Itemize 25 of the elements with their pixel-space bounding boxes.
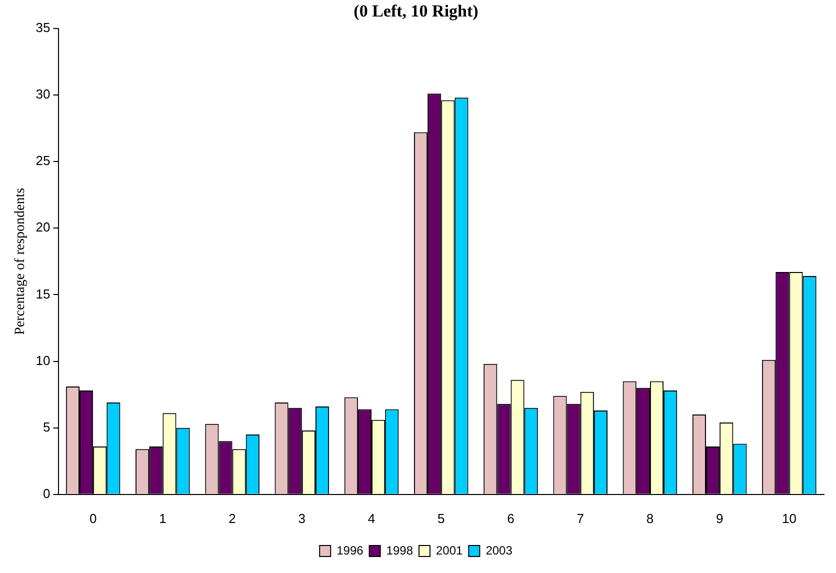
legend-label: 1996 bbox=[336, 543, 364, 558]
x-tick-label: 9 bbox=[716, 510, 724, 526]
y-tick-label: 30 bbox=[36, 86, 50, 102]
x-tick-label: 10 bbox=[782, 510, 796, 526]
legend-label: 2001 bbox=[436, 543, 464, 558]
y-tick-label: 35 bbox=[36, 20, 50, 35]
y-tick-label: 25 bbox=[36, 153, 50, 168]
y-tick-label: 15 bbox=[36, 286, 50, 302]
x-tick-label: 3 bbox=[298, 510, 306, 526]
x-tick-label: 5 bbox=[438, 510, 445, 526]
x-tick-label: 2 bbox=[228, 510, 236, 526]
y-tick-label: 5 bbox=[43, 419, 50, 434]
x-tick-label: 1 bbox=[159, 510, 166, 526]
x-tick-label: 8 bbox=[646, 510, 654, 526]
x-tick-label: 6 bbox=[507, 510, 514, 526]
x-tick-label: 7 bbox=[576, 510, 584, 526]
legend-label: 2003 bbox=[486, 543, 513, 558]
chart-title: (0 Left, 10 Right) bbox=[354, 2, 478, 21]
x-tick-label: 0 bbox=[89, 510, 97, 526]
y-tick-label: 0 bbox=[43, 486, 50, 501]
y-axis-title: Percentage of respondents bbox=[13, 188, 28, 335]
x-tick-label: 4 bbox=[368, 510, 376, 526]
y-tick-label: 10 bbox=[36, 352, 50, 368]
legend-label: 1998 bbox=[386, 543, 414, 558]
y-tick-label: 20 bbox=[36, 220, 50, 235]
